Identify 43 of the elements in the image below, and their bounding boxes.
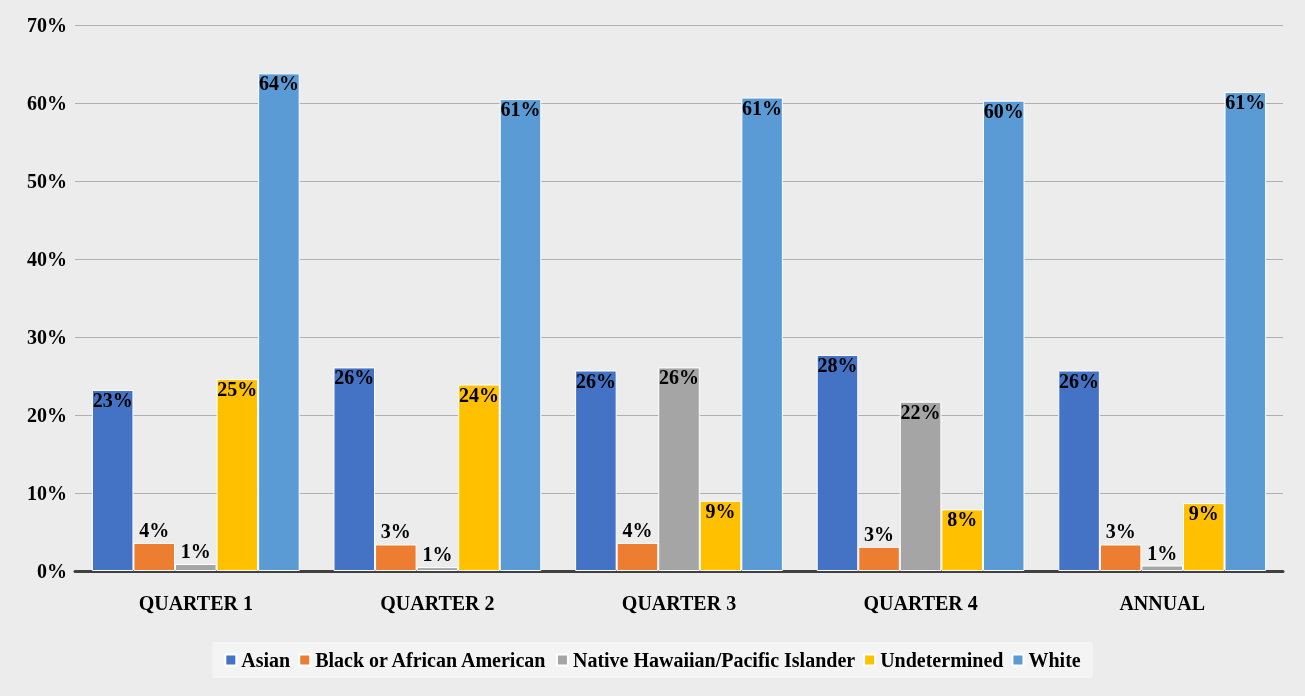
data-label: 60% <box>983 99 1024 122</box>
x-tick-label: QUARTER 1 <box>138 592 253 614</box>
data-label: 1% <box>422 543 453 566</box>
data-label: 26% <box>659 366 699 389</box>
y-tick-label: 10% <box>27 482 67 504</box>
data-label: 8% <box>947 508 978 531</box>
data-label: 9% <box>705 499 736 522</box>
data-label: 3% <box>380 520 411 543</box>
y-tick-label: 0% <box>37 560 67 582</box>
data-label: 61% <box>500 98 541 121</box>
data-label: 22% <box>900 400 941 423</box>
y-tick-label: 40% <box>27 248 67 270</box>
data-label: 3% <box>864 522 895 545</box>
data-label: 64% <box>258 72 299 95</box>
data-label: 61% <box>742 96 783 119</box>
y-tick-label: 30% <box>27 326 67 348</box>
legend-label: Asian <box>241 649 291 671</box>
x-tick-label: QUARTER 4 <box>863 592 978 614</box>
data-label: 9% <box>1188 502 1219 525</box>
y-tick-label: 20% <box>27 404 67 426</box>
data-label: 26% <box>575 369 616 392</box>
legend-label: Black or African American <box>315 649 546 671</box>
data-label: 1% <box>180 539 211 562</box>
legend-label: Native Hawaiian/Pacific Islander <box>572 649 856 671</box>
data-label: 4% <box>139 518 170 541</box>
y-tick-label: 70% <box>27 14 67 36</box>
data-label: 25% <box>217 378 258 401</box>
legend-label: White <box>1028 649 1081 671</box>
y-tick-label: 50% <box>27 170 67 192</box>
y-tick-label: 60% <box>27 92 67 114</box>
data-label: 1% <box>1147 541 1178 564</box>
x-tick-label: QUARTER 3 <box>621 592 737 614</box>
legend-label: Undetermined <box>880 649 1004 671</box>
data-label: 26% <box>334 366 375 389</box>
data-label: 4% <box>622 518 653 541</box>
data-label: 24% <box>458 383 499 406</box>
x-tick-label: QUARTER 2 <box>380 592 495 614</box>
data-label: 61% <box>1225 91 1266 114</box>
data-label: 23% <box>92 389 133 412</box>
data-label: 28% <box>817 353 858 376</box>
x-tick-label: ANNUAL <box>1119 592 1205 614</box>
data-label: 3% <box>1105 520 1136 543</box>
data-label: 26% <box>1059 369 1100 392</box>
